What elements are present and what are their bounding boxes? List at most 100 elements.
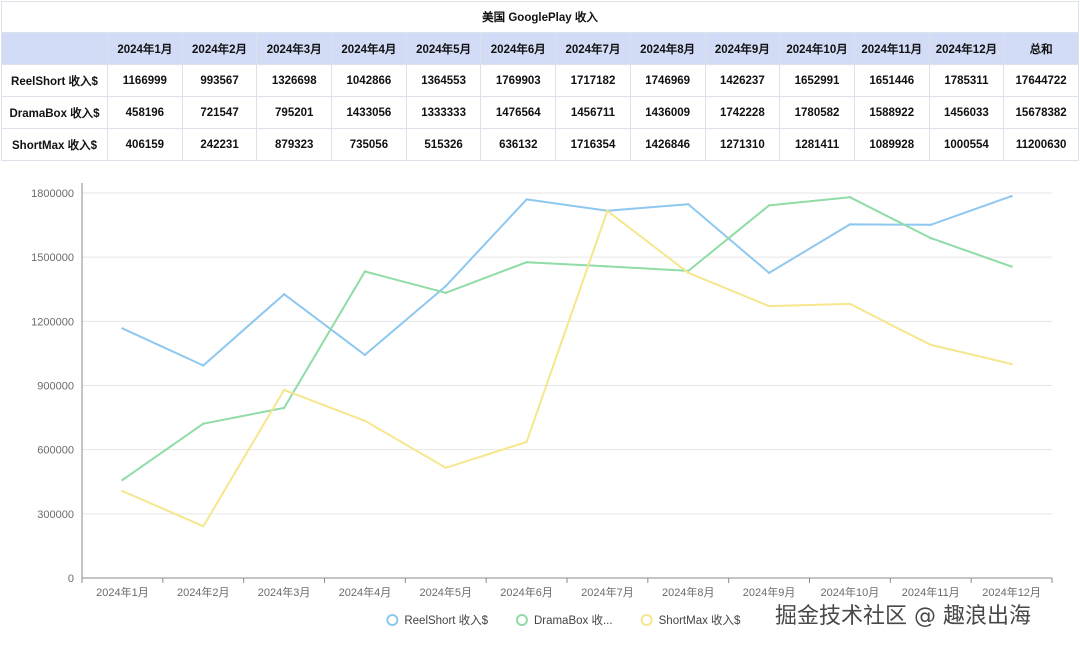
legend-label: DramaBox 收... (534, 613, 613, 627)
table-cell: 1652991 (779, 64, 855, 97)
table-cell: 795201 (256, 96, 333, 129)
column-header: 2024年12月 (928, 32, 1005, 65)
column-header: 2024年2月 (181, 32, 258, 65)
data-point (687, 203, 690, 206)
x-tick-label: 2024年5月 (419, 585, 472, 599)
table-cell: 1436009 (629, 96, 706, 129)
x-tick-label: 2024年7月 (581, 585, 634, 599)
data-point (363, 419, 367, 422)
table-cell: 15678382 (1003, 96, 1079, 129)
table-row: ShortMax 收入$ 406159 242231 879323 735056 5153… (1, 128, 1079, 161)
line-chart: 0 300000 600000 900000 1200000 1500000 1800000… (31, 183, 1053, 627)
table-cell: 1742228 (704, 96, 781, 129)
x-tick-label: 2024年9月 (743, 585, 796, 599)
table-cell: 406159 (107, 128, 183, 161)
data-point (121, 327, 124, 330)
table-cell: 1716354 (555, 128, 631, 161)
table-cell: 1746969 (629, 64, 706, 97)
y-tick-label: 900000 (37, 381, 74, 393)
data-point (1010, 362, 1013, 366)
table-cell: 636132 (480, 128, 557, 161)
row-label: ReelShort 收入$ (1, 64, 108, 97)
column-header: 2024年4月 (331, 32, 407, 65)
series-line-2 (121, 196, 1012, 481)
x-tick-label: 2024年8月 (662, 585, 715, 599)
table-cell: 1000554 (928, 128, 1005, 161)
x-tick-label: 2024年10月 (821, 585, 880, 599)
table-cell: 1166999 (107, 64, 183, 97)
legend-marker (386, 614, 399, 626)
data-point (525, 260, 528, 264)
column-header: 2024年10月 (779, 32, 855, 65)
data-point (121, 478, 124, 482)
data-point (202, 364, 205, 367)
data-point (444, 284, 447, 288)
y-tick-label: 1800000 (31, 188, 74, 200)
column-header: 2024年6月 (480, 32, 557, 65)
data-point (282, 293, 286, 296)
x-tick-label: 2024年6月 (500, 585, 553, 599)
table-header-row: 2024年1月 2024年2月 2024年3月 2024年4月 2024年5月 2024年… (1, 32, 1079, 65)
table-cell: 1769903 (480, 64, 557, 97)
table-cell: 1588922 (853, 96, 930, 129)
data-point (767, 271, 771, 275)
table-cell: 721547 (181, 96, 258, 129)
series-line-1 (121, 195, 1012, 367)
table-cell: 1456711 (555, 96, 631, 129)
data-point (606, 209, 609, 213)
table-cell: 1456033 (928, 96, 1005, 129)
table-cell: 1433056 (331, 96, 407, 129)
header-corner-cell (1, 32, 108, 65)
data-point (202, 524, 205, 528)
table-row: ReelShort 收入$ 1166999 993567 1326698 1042866… (1, 64, 1079, 97)
table-cell: 1333333 (405, 96, 482, 129)
watermark: 掘金技术社区 @ 趣浪出海 (775, 604, 1031, 629)
table-row: DramaBox 收入$ 458196 721547 795201 1433056 133… (1, 96, 1079, 129)
row-label: DramaBox 收入$ (1, 96, 108, 129)
y-tick-label: 1200000 (31, 316, 74, 328)
legend-marker (640, 614, 653, 626)
data-point (121, 489, 124, 493)
column-header: 2024年3月 (256, 32, 333, 65)
table-cell: 11200630 (1003, 128, 1079, 161)
data-point (1010, 194, 1013, 198)
data-point (444, 291, 447, 295)
data-point (848, 302, 852, 306)
table-cell: 879323 (256, 128, 333, 161)
data-point (929, 236, 932, 240)
data-point (767, 304, 771, 308)
revenue-table: 美国 GooglePlay 收入 2024年1月 2024年2月 2024年3月 202… (1, 1, 1079, 161)
data-point (363, 270, 367, 273)
data-point (848, 195, 852, 199)
table-cell: 1281411 (779, 128, 855, 161)
column-header: 2024年7月 (555, 32, 631, 65)
data-point (848, 223, 852, 226)
y-tick-label: 0 (68, 573, 74, 585)
table-cell: 1780582 (779, 96, 855, 129)
x-tick-label: 2024年12月 (982, 585, 1041, 599)
table-cell: 1785311 (928, 64, 1005, 97)
legend-label: ShortMax 收入$ (659, 613, 741, 627)
table-cell: 1326698 (256, 64, 333, 97)
y-tick-label: 1500000 (31, 252, 74, 264)
data-point (282, 388, 286, 392)
table-cell: 1426846 (629, 128, 706, 161)
table-cell: 993567 (181, 64, 258, 97)
row-label: ShortMax 收入$ (1, 128, 108, 161)
table-cell: 458196 (107, 96, 183, 129)
x-tick-label: 2024年3月 (258, 585, 311, 599)
table-cell: 1364553 (405, 64, 482, 97)
y-tick-label: 600000 (37, 445, 74, 457)
data-point (767, 204, 771, 207)
legend-marker (515, 614, 528, 626)
x-tick-label: 2024年11月 (902, 585, 960, 599)
data-point (929, 343, 932, 347)
table-cell: 1089928 (853, 128, 930, 161)
table-cell: 1271310 (704, 128, 781, 161)
data-point (929, 223, 932, 226)
column-header: 2024年8月 (629, 32, 706, 65)
data-point (525, 440, 528, 444)
data-point (363, 353, 367, 357)
column-header: 2024年5月 (405, 32, 482, 65)
